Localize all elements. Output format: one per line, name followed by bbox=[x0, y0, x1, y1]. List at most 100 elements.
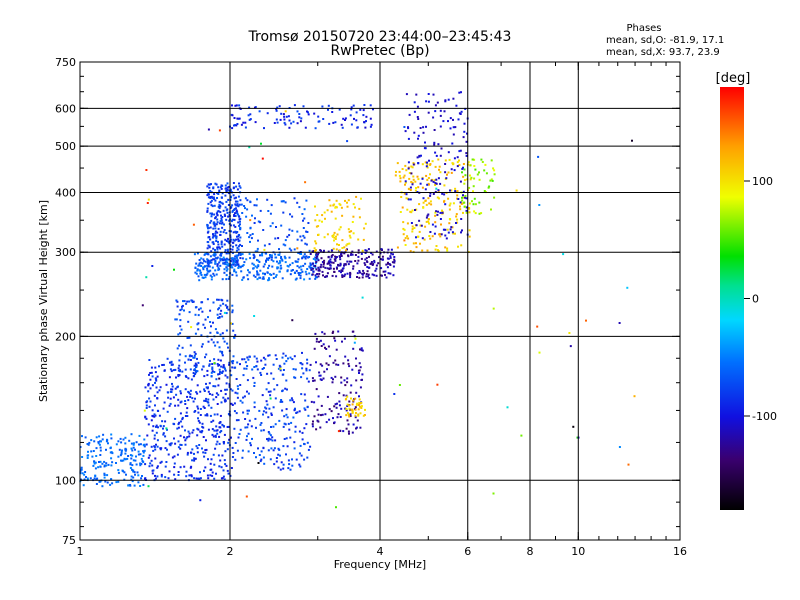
data-point bbox=[515, 189, 518, 192]
data-point bbox=[216, 231, 219, 234]
data-point bbox=[198, 444, 201, 446]
data-point bbox=[306, 358, 309, 361]
data-point bbox=[209, 462, 212, 465]
data-point bbox=[363, 121, 366, 124]
data-point bbox=[440, 223, 442, 226]
data-point bbox=[197, 328, 200, 331]
data-point bbox=[79, 469, 82, 472]
data-point bbox=[346, 412, 349, 415]
data-point bbox=[249, 200, 252, 203]
data-point bbox=[460, 203, 463, 205]
data-point bbox=[452, 97, 455, 100]
data-point bbox=[342, 117, 345, 120]
data-point bbox=[207, 241, 210, 244]
data-point bbox=[238, 224, 241, 227]
data-point bbox=[439, 235, 442, 238]
data-point bbox=[221, 354, 224, 357]
data-point bbox=[351, 431, 354, 434]
data-point bbox=[403, 239, 406, 242]
data-point bbox=[218, 129, 221, 132]
data-point bbox=[230, 467, 233, 469]
data-point bbox=[198, 308, 200, 311]
data-point bbox=[283, 362, 286, 365]
data-point bbox=[398, 174, 401, 177]
data-point bbox=[354, 254, 357, 256]
data-point bbox=[412, 175, 415, 178]
data-point bbox=[327, 363, 330, 366]
data-point bbox=[354, 408, 357, 411]
data-point bbox=[274, 397, 277, 400]
data-point bbox=[213, 358, 216, 361]
data-point bbox=[222, 256, 225, 259]
data-point bbox=[213, 413, 216, 416]
data-point bbox=[331, 381, 334, 384]
data-point bbox=[200, 257, 203, 260]
data-point bbox=[407, 127, 410, 130]
data-point bbox=[265, 411, 268, 414]
data-point bbox=[306, 268, 309, 270]
data-point bbox=[346, 403, 349, 406]
data-point bbox=[460, 110, 463, 113]
data-point bbox=[401, 206, 404, 209]
data-point bbox=[274, 275, 277, 278]
data-point bbox=[315, 249, 317, 252]
data-point bbox=[238, 215, 241, 218]
data-point bbox=[415, 187, 417, 189]
data-point bbox=[310, 263, 313, 266]
data-point bbox=[189, 354, 192, 357]
data-point bbox=[307, 380, 310, 383]
data-point bbox=[117, 471, 120, 474]
data-point bbox=[284, 261, 287, 264]
data-point bbox=[266, 271, 269, 274]
data-point bbox=[276, 106, 279, 109]
data-point bbox=[311, 377, 314, 380]
data-point bbox=[331, 332, 334, 334]
data-point bbox=[328, 418, 331, 421]
data-point bbox=[135, 455, 137, 458]
data-point bbox=[316, 273, 319, 275]
data-point bbox=[272, 272, 275, 275]
data-point bbox=[220, 187, 223, 190]
data-point bbox=[130, 433, 133, 436]
data-point bbox=[408, 177, 411, 180]
data-point bbox=[231, 456, 234, 458]
data-point bbox=[165, 461, 168, 463]
data-point bbox=[434, 104, 437, 107]
data-point bbox=[103, 472, 106, 475]
data-point bbox=[99, 449, 102, 452]
data-point bbox=[315, 340, 318, 343]
data-point bbox=[307, 222, 310, 224]
data-point bbox=[246, 365, 249, 367]
data-point bbox=[464, 174, 467, 177]
data-point bbox=[180, 328, 183, 331]
data-point bbox=[305, 369, 308, 372]
data-point bbox=[315, 337, 318, 340]
data-point bbox=[205, 397, 208, 400]
data-point bbox=[387, 257, 390, 260]
data-point bbox=[111, 482, 114, 485]
data-point bbox=[177, 426, 180, 429]
data-point bbox=[247, 358, 250, 361]
data-point bbox=[196, 392, 199, 395]
data-point bbox=[450, 226, 453, 229]
data-point bbox=[176, 453, 179, 456]
data-point bbox=[350, 409, 353, 412]
data-point bbox=[214, 262, 217, 265]
data-point bbox=[473, 165, 476, 167]
data-point bbox=[142, 454, 145, 457]
data-point bbox=[421, 249, 424, 252]
data-point bbox=[436, 196, 439, 199]
data-point bbox=[340, 407, 343, 410]
data-point bbox=[355, 379, 358, 382]
data-point bbox=[190, 451, 193, 454]
data-point bbox=[346, 419, 349, 422]
data-point bbox=[293, 271, 296, 274]
data-point bbox=[103, 465, 106, 468]
data-point bbox=[399, 211, 402, 213]
data-point bbox=[404, 130, 407, 133]
data-point bbox=[290, 421, 293, 424]
data-point bbox=[95, 483, 98, 485]
data-point bbox=[341, 247, 344, 249]
data-point bbox=[220, 201, 223, 204]
data-point bbox=[236, 231, 239, 233]
